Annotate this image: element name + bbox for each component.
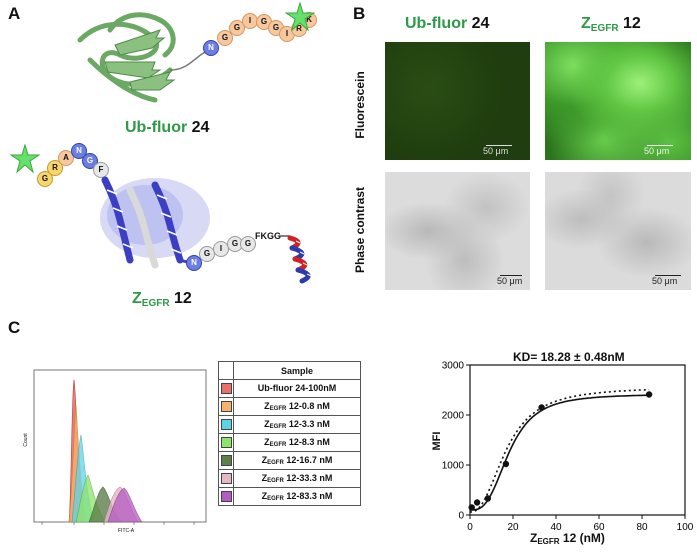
peptide-bead: G — [37, 171, 53, 187]
x-tick-label: 60 — [593, 522, 605, 533]
y-tick-label: 2000 — [442, 411, 465, 422]
kd-ylabel: MFI — [431, 431, 443, 451]
y-tick-label: 3000 — [442, 361, 465, 372]
col2-header: ZEGFR 12 — [581, 15, 641, 34]
phase-ub-image: 50 μm — [385, 172, 530, 290]
kd-title: KD= 18.28 ± 0.48nM — [513, 350, 625, 364]
y-tick-label: 1000 — [442, 461, 465, 472]
histogram-ylabel: Count — [23, 433, 29, 447]
peptide-bead: G — [240, 236, 256, 252]
helix-peptide-image — [280, 235, 312, 284]
legend-swatch — [220, 455, 232, 467]
legend-swatch — [220, 419, 232, 431]
row2-label: Phase contrast — [353, 186, 367, 274]
fluorophore-star-icon-2 — [10, 144, 40, 174]
plot-frame — [469, 364, 686, 516]
data-point — [468, 504, 475, 511]
legend-label: ZEGFR 12-8.3 nM — [233, 433, 361, 452]
scale-bar-label: 50 μm — [497, 276, 523, 286]
y-tick-label: 0 — [458, 511, 464, 522]
peptide-bead: R — [47, 160, 63, 176]
fluorescein-ub-image: 50 μm — [385, 42, 530, 160]
x-tick-label: 20 — [507, 522, 519, 533]
x-tick-label: 80 — [636, 522, 648, 533]
legend-label: Ub-fluor 24-100nM — [233, 379, 361, 398]
data-point — [473, 499, 481, 506]
panel-c-letter: C — [8, 318, 21, 337]
data-point — [538, 404, 545, 411]
peptide-bead: F — [93, 162, 109, 178]
data-point — [645, 391, 653, 398]
x-tick-label: 0 — [467, 522, 473, 533]
legend-row: ZEGFR 12-0.8 nM — [218, 397, 361, 416]
legend-swatch — [220, 401, 232, 413]
legend-label: ZEGFR 12-33.3 nM — [233, 469, 361, 488]
x-tick-label: 40 — [550, 522, 562, 533]
legend-row: ZEGFR 12-33.3 nM — [218, 469, 361, 488]
zegfr-label: ZEGFR 12 — [132, 290, 192, 309]
row1-label: Fluorescein — [353, 71, 367, 139]
legend-label: ZEGFR 12-16.7 nM — [233, 451, 361, 470]
peptide-bead: A — [58, 150, 74, 166]
legend-label: ZEGFR 12-83.3 nM — [233, 487, 361, 506]
peptide-bead: G — [229, 20, 245, 36]
fit-curve-solid — [470, 394, 650, 511]
panel-b-letter: B — [353, 4, 366, 23]
legend-row: ZEGFR 12-83.3 nM — [218, 487, 361, 506]
peptide-bead: N — [203, 40, 219, 56]
legend-header-row: Sample — [218, 361, 361, 380]
legend-swatch — [220, 437, 232, 449]
histogram-xlabel: FITC-A — [118, 528, 135, 534]
legend-swatch — [220, 473, 232, 485]
legend-label: ZEGFR 12-0.8 nM — [233, 397, 361, 416]
x-tick-label: 100 — [677, 522, 694, 533]
scale-bar-label: 50 μm — [644, 146, 670, 156]
panel-a-letter: A — [8, 4, 21, 23]
ubiquitin-structure-image — [77, 12, 211, 103]
col1-header: Ub-fluor 24 — [405, 15, 490, 32]
legend-header: Sample — [233, 361, 361, 380]
flow-histogram — [33, 369, 207, 525]
scale-bar-label: 50 μm — [483, 146, 509, 156]
fit-curve-dotted — [469, 388, 650, 513]
ub-fluor-label: Ub-fluor 24 — [125, 119, 210, 136]
data-point — [484, 495, 492, 502]
data-point — [502, 460, 510, 468]
legend-swatch — [220, 491, 232, 503]
legend-swatch — [220, 383, 232, 395]
phase-zegfr-image: 50 μm — [545, 172, 691, 290]
fluorophore-star-icon — [285, 2, 315, 32]
legend-label: ZEGFR 12-3.3 nM — [233, 415, 361, 434]
zegfr-structure-image — [100, 176, 210, 269]
legend-row: ZEGFR 12-8.3 nM — [218, 433, 361, 452]
legend-row: ZEGFR 12-16.7 nM — [218, 451, 361, 470]
legend-row: ZEGFR 12-3.3 nM — [218, 415, 361, 434]
legend-row: Ub-fluor 24-100nM — [218, 379, 361, 398]
peptide-bead: G — [217, 30, 233, 46]
kd-xlabel: ZEGFR 12 (nM) — [530, 531, 605, 546]
peptide-bead: N — [186, 255, 202, 271]
fluorescein-zegfr-image: 50 μm — [545, 42, 691, 160]
legend-table: Sample Ub-fluor 24-100nM ZEGFR 12-0.8 nM Z… — [218, 361, 361, 506]
scale-bar-label: 50 μm — [652, 276, 678, 286]
z-linker-text: FKGG — [255, 231, 281, 241]
